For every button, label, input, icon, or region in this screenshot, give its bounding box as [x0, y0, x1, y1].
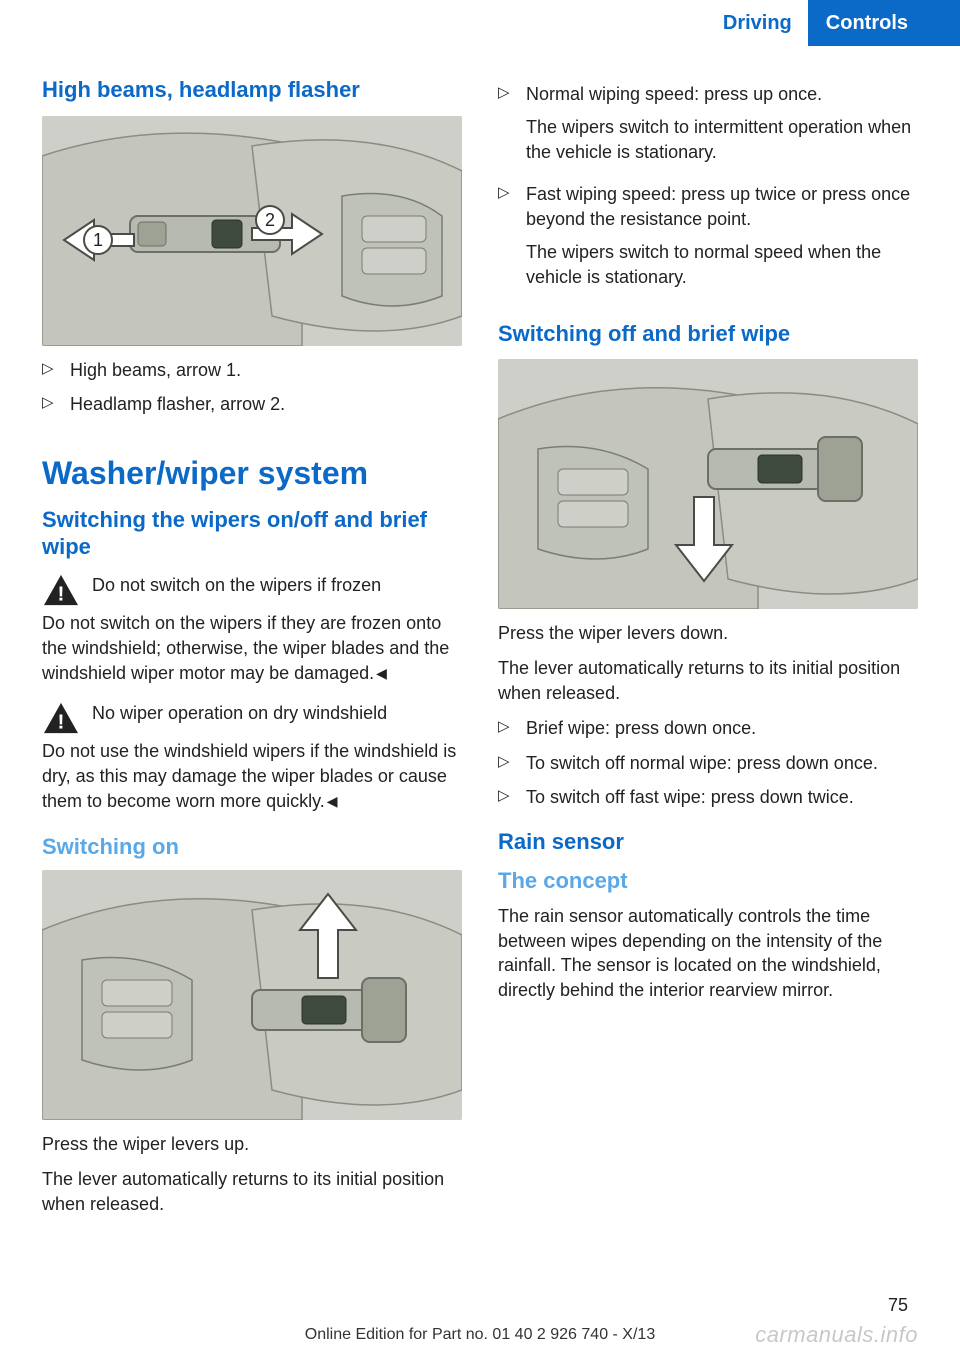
paragraph: The lever automatically returns to its i… — [42, 1167, 462, 1217]
on-speed-list: ▷ Normal wiping speed: press up once. Th… — [498, 82, 918, 298]
heading-switch-onoff: Switching the wipers on/off and brief wi… — [42, 506, 462, 561]
figure-switching-on — [42, 870, 462, 1120]
warning-dry: ! No wiper operation on dry windshield — [42, 701, 462, 735]
heading-washer-wiper: Washer/wiper system — [42, 455, 462, 492]
list-item: ▷ Headlamp flasher, arrow 2. — [42, 392, 462, 417]
figure-high-beams: 1 2 — [42, 116, 462, 346]
figure-switching-off — [498, 359, 918, 609]
list-text: Normal wiping speed: press up once. The … — [526, 82, 918, 172]
paragraph: Press the wiper levers up. — [42, 1132, 462, 1157]
warning-title: Do not switch on the wipers if frozen — [92, 573, 381, 607]
off-list: ▷ Brief wipe: press down once. ▷ To swit… — [498, 716, 918, 810]
heading-high-beams: High beams, headlamp flasher — [42, 76, 462, 104]
list-text: Fast wiping speed: press up twice or pre… — [526, 182, 918, 297]
paragraph: The wipers switch to intermittent operat… — [526, 115, 918, 165]
breadcrumb-section: Driving — [723, 0, 808, 46]
header: Driving Controls — [0, 0, 960, 46]
list-item: ▷ Brief wipe: press down once. — [498, 716, 918, 741]
list-item: ▷ Normal wiping speed: press up once. Th… — [498, 82, 918, 172]
page-number: 75 — [888, 1295, 908, 1316]
warning-icon: ! — [42, 701, 80, 735]
left-column: High beams, headlamp flasher — [42, 76, 462, 1226]
paragraph: The wipers switch to normal speed when t… — [526, 240, 918, 290]
list-item: ▷ To switch off normal wipe: press down … — [498, 751, 918, 776]
list-text: To switch off normal wipe: press down on… — [526, 751, 918, 776]
list-text: Brief wipe: press down once. — [526, 716, 918, 741]
paragraph: Press the wiper levers down. — [498, 621, 918, 646]
right-column: ▷ Normal wiping speed: press up once. Th… — [498, 76, 918, 1226]
bullet-icon: ▷ — [498, 716, 526, 741]
warning-title: No wiper operation on dry windshield — [92, 701, 387, 735]
page: Driving Controls High beams, headlamp fl… — [0, 0, 960, 1362]
list-item: ▷ High beams, arrow 1. — [42, 358, 462, 383]
list-text: Headlamp flasher, arrow 2. — [70, 392, 462, 417]
paragraph: Normal wiping speed: press up once. — [526, 82, 918, 107]
bullet-icon: ▷ — [42, 392, 70, 417]
list-text: High beams, arrow 1. — [70, 358, 462, 383]
list-text: To switch off fast wipe: press down twic… — [526, 785, 918, 810]
bullet-icon: ▷ — [498, 82, 526, 172]
heading-switching-off: Switching off and brief wipe — [498, 320, 918, 348]
bullet-icon: ▷ — [498, 785, 526, 810]
list-item: ▷ Fast wiping speed: press up twice or p… — [498, 182, 918, 297]
warning-body: Do not switch on the wipers if they are … — [42, 611, 462, 685]
bullet-icon: ▷ — [42, 358, 70, 383]
svg-text:2: 2 — [265, 210, 275, 230]
warning-icon: ! — [42, 573, 80, 607]
heading-concept: The concept — [498, 868, 918, 894]
svg-text:!: ! — [58, 711, 65, 734]
footer-line: Online Edition for Part no. 01 40 2 926 … — [0, 1326, 960, 1344]
bullet-icon: ▷ — [498, 182, 526, 297]
svg-text:!: ! — [58, 582, 65, 605]
high-beams-list: ▷ High beams, arrow 1. ▷ Headlamp flashe… — [42, 358, 462, 418]
content-columns: High beams, headlamp flasher — [42, 76, 918, 1226]
list-item: ▷ To switch off fast wipe: press down tw… — [498, 785, 918, 810]
paragraph: The lever automatically returns to its i… — [498, 656, 918, 706]
warning-frozen: ! Do not switch on the wipers if frozen — [42, 573, 462, 607]
heading-rain-sensor: Rain sensor — [498, 828, 918, 856]
breadcrumb-chapter: Controls — [808, 0, 960, 46]
paragraph: The rain sensor automatically controls t… — [498, 904, 918, 1003]
warning-body: Do not use the windshield wipers if the … — [42, 739, 462, 813]
paragraph: Fast wiping speed: press up twice or pre… — [526, 182, 918, 232]
svg-text:1: 1 — [93, 230, 103, 250]
heading-switching-on: Switching on — [42, 834, 462, 860]
bullet-icon: ▷ — [498, 751, 526, 776]
